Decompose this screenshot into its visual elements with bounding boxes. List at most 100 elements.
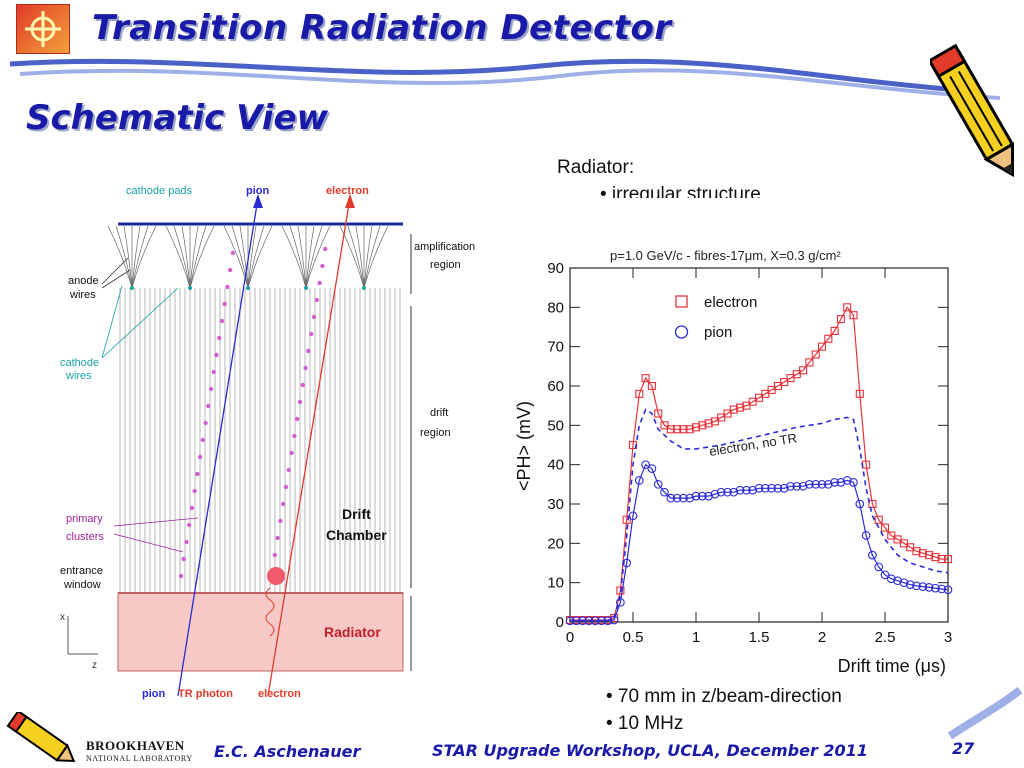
pion-cluster <box>219 318 225 324</box>
pencil-icon <box>930 43 1015 178</box>
pion-cluster <box>211 369 216 375</box>
logo <box>16 4 70 54</box>
label-drift-chamber-1: Drift <box>342 506 371 522</box>
annotation-electron-no-tr: electron, no TR <box>708 430 798 459</box>
point-electron <box>673 425 682 434</box>
point-electron <box>647 381 656 391</box>
series-line-pion <box>570 463 949 622</box>
electron-cluster <box>278 518 283 524</box>
point-electron <box>799 366 808 375</box>
point-electron <box>824 334 833 343</box>
point-pion <box>836 478 846 487</box>
label-electron-bottom: electron <box>258 688 301 700</box>
point-pion <box>704 491 713 501</box>
point-pion <box>792 481 802 491</box>
field-line <box>223 225 249 289</box>
field-line <box>181 225 191 289</box>
point-electron <box>685 425 694 434</box>
point-pion <box>912 581 921 591</box>
electron-cluster <box>292 433 297 439</box>
point-electron <box>931 553 940 562</box>
footer-page: 27 <box>952 739 975 758</box>
electron-cluster <box>303 365 308 371</box>
point-pion <box>924 583 934 592</box>
point-pion <box>786 481 795 491</box>
y-tick-label: 40 <box>547 457 564 474</box>
label-tr-photon: TR photon <box>178 688 233 700</box>
bullet-rate: • 10 MHz <box>606 713 684 734</box>
point-electron <box>830 326 839 335</box>
pion-cluster <box>208 386 214 392</box>
label-amplification-1: amplification <box>414 241 475 253</box>
pion-cluster <box>217 335 222 341</box>
electron-cluster <box>294 416 300 422</box>
electron-cluster <box>275 535 280 541</box>
electron-cluster <box>283 484 289 490</box>
x-tick-label: 2 <box>818 629 826 646</box>
point-pion <box>931 583 940 593</box>
point-electron <box>943 555 953 564</box>
label-cathode-2: wires <box>65 370 92 382</box>
field-line <box>131 225 157 289</box>
label-pion-bottom: pion <box>142 688 165 700</box>
pion-cluster <box>184 539 189 545</box>
point-pion <box>679 493 688 503</box>
y-tick-label: 0 <box>556 614 564 631</box>
field-line <box>289 225 307 289</box>
label-amplification-2: region <box>430 259 461 271</box>
point-pion <box>710 489 720 499</box>
label-anode-1: anode <box>68 275 99 287</box>
point-pion <box>578 616 587 626</box>
electron-cluster <box>297 399 303 405</box>
point-electron <box>622 515 631 524</box>
point-pion <box>880 570 890 580</box>
point-pion <box>748 485 758 495</box>
radiator-heading: Radiator: <box>557 157 635 178</box>
x-tick-label: 0.5 <box>623 629 644 646</box>
pion-cluster <box>192 488 197 494</box>
field-line <box>363 225 373 289</box>
x-tick-label: 1 <box>692 629 700 646</box>
cathode-wire <box>188 286 192 290</box>
point-pion <box>868 550 877 560</box>
field-line <box>131 225 141 289</box>
point-pion <box>723 487 732 497</box>
field-line <box>115 225 133 289</box>
field-line <box>131 225 149 289</box>
field-line <box>189 225 215 289</box>
point-pion <box>742 485 751 495</box>
chart-ylabel: <PH> (mV) <box>514 401 534 491</box>
point-electron <box>868 499 877 509</box>
point-pion <box>811 479 821 489</box>
field-line <box>123 225 133 289</box>
field-line <box>305 225 315 289</box>
point-pion <box>672 493 682 503</box>
label-primary-2: clusters <box>66 531 104 543</box>
radiator-bullet-clip: • irregular structure <box>600 184 761 198</box>
label-axis-x: x <box>60 612 65 623</box>
point-pion <box>697 491 707 501</box>
bullet-z-direction: • 70 mm in z/beam-direction <box>606 686 842 707</box>
field-line <box>247 225 273 289</box>
series-line-electron <box>570 306 948 621</box>
point-electron <box>704 419 713 428</box>
label-electron-top: electron <box>326 185 369 197</box>
label-anode-2: wires <box>69 289 96 301</box>
field-line <box>305 225 323 289</box>
electron-cluster <box>322 246 328 252</box>
point-pion <box>641 460 650 470</box>
pion-cluster <box>230 250 236 256</box>
footer-pencil-icon <box>6 712 76 763</box>
point-electron <box>698 421 707 430</box>
field-line <box>107 225 133 289</box>
point-pion <box>779 483 789 493</box>
point-pion <box>817 479 827 489</box>
y-tick-label: 10 <box>547 575 564 592</box>
field-line <box>363 225 389 289</box>
field-line <box>247 225 257 289</box>
point-pion <box>861 531 871 540</box>
electron-cluster <box>317 280 322 286</box>
y-tick-label: 30 <box>547 496 564 513</box>
point-electron <box>641 374 650 383</box>
point-pion <box>830 478 839 487</box>
